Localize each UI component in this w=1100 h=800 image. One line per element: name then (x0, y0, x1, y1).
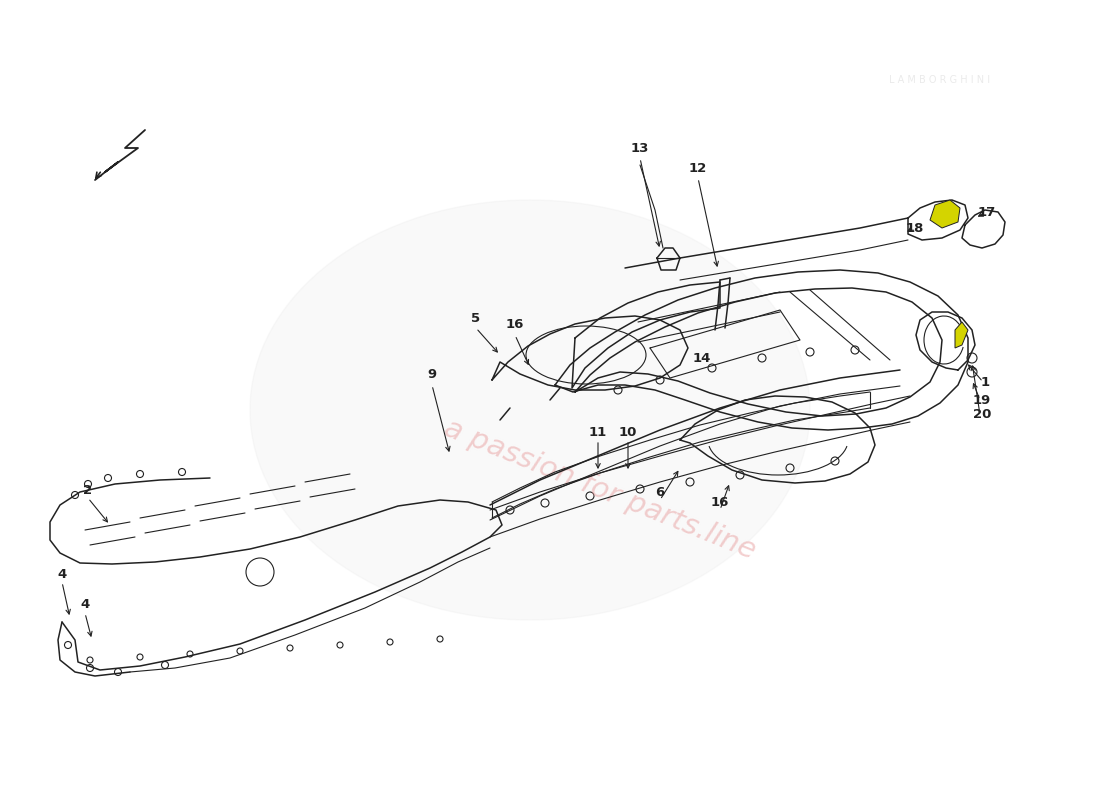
Text: 12: 12 (689, 162, 707, 174)
Text: 4: 4 (57, 569, 67, 582)
Ellipse shape (250, 200, 810, 620)
Text: a passion for parts.line: a passion for parts.line (440, 414, 760, 566)
Text: L A M B O R G H I N I: L A M B O R G H I N I (889, 75, 990, 85)
Text: 14: 14 (693, 351, 712, 365)
Text: 13: 13 (630, 142, 649, 154)
Text: 16: 16 (506, 318, 525, 331)
Text: 6: 6 (656, 486, 664, 498)
Text: 18: 18 (905, 222, 924, 234)
Text: 9: 9 (428, 369, 437, 382)
Text: 16: 16 (711, 495, 729, 509)
Text: 20: 20 (972, 409, 991, 422)
Polygon shape (955, 322, 968, 348)
Text: 17: 17 (978, 206, 997, 219)
Text: 1: 1 (980, 375, 990, 389)
Text: 10: 10 (619, 426, 637, 438)
Text: 4: 4 (80, 598, 89, 611)
Text: 2: 2 (84, 483, 92, 497)
Text: 19: 19 (972, 394, 991, 406)
Text: 5: 5 (472, 311, 481, 325)
Text: 11: 11 (588, 426, 607, 438)
Polygon shape (930, 200, 960, 228)
